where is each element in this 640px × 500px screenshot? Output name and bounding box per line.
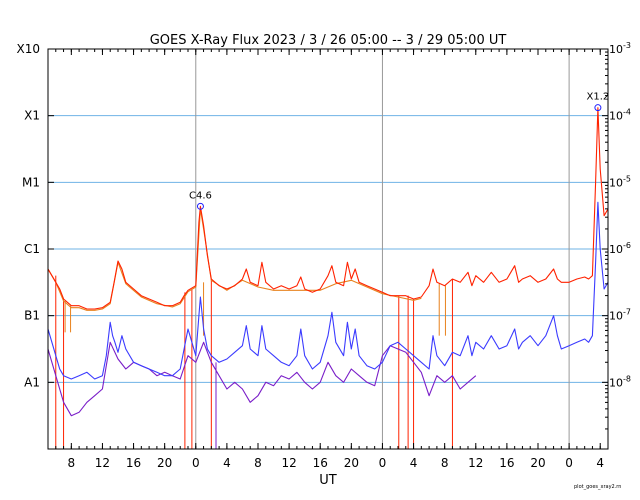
right-tick-label-5: 10-8: [609, 374, 631, 389]
series-line-3: [47, 208, 422, 311]
right-tick-label-1: 10-4: [609, 108, 631, 123]
series-line-0: [47, 107, 609, 310]
right-tick-label-2: 10-5: [609, 174, 631, 189]
flare-marker-0: [196, 202, 204, 210]
flare-label-1: X1.2: [587, 92, 610, 103]
x-tick-label-7: 12: [281, 456, 296, 470]
x-tick-label-3: 20: [157, 456, 172, 470]
right-tick-label-0: 10-3: [609, 41, 631, 56]
x-tick-label-1: 12: [95, 456, 110, 470]
x-axis-label: UT: [319, 473, 337, 488]
left-axis: X10 X1 M1 C1 B1 A1: [17, 42, 54, 389]
x-tick-label-15: 20: [530, 456, 545, 470]
x-tick-label-17: 4: [596, 456, 604, 470]
right-tick-label-4: 10-7: [609, 308, 631, 323]
flare-markers: C4.6 X1.2: [189, 92, 609, 210]
footer-label: plot_goes_xray2.rn: [574, 484, 621, 490]
left-tick-label-0: X10: [17, 42, 41, 56]
x-tick-label-5: 4: [223, 456, 231, 470]
chart-title: GOES X-Ray Flux 2023 / 3 / 26 05:00 -- 3…: [150, 33, 507, 48]
x-tick-label-2: 16: [126, 456, 141, 470]
x-tick-label-11: 4: [410, 456, 418, 470]
x-tick-label-14: 16: [499, 456, 514, 470]
flare-label-0: C4.6: [189, 190, 212, 201]
left-tick-label-4: B1: [24, 309, 40, 323]
left-tick-label-3: C1: [24, 242, 40, 256]
x-tick-label-8: 16: [313, 456, 328, 470]
flare-marker-1: [594, 104, 602, 112]
left-tick-label-5: A1: [24, 375, 40, 389]
x-tick-label-9: 20: [344, 456, 359, 470]
left-tick-label-2: M1: [22, 175, 40, 189]
series-line-2: [47, 341, 477, 417]
x-tick-label-6: 8: [254, 456, 262, 470]
grid: [48, 49, 608, 449]
x-tick-label-4: 0: [192, 456, 200, 470]
right-tick-label-3: 10-6: [609, 241, 631, 256]
x-tick-label-0: 8: [68, 456, 76, 470]
left-tick-label-1: X1: [24, 109, 40, 123]
series-line-1: [47, 201, 609, 380]
x-tick-label-12: 8: [441, 456, 449, 470]
series-group: [47, 107, 609, 449]
x-tick-label-10: 0: [379, 456, 387, 470]
right-axis: 10-3 10-4 10-5 10-6 10-7 10-8: [602, 41, 631, 430]
x-tick-label-13: 12: [468, 456, 483, 470]
x-tick-label-16: 0: [565, 456, 573, 470]
x-axis: 8 12 16 20 0 4 8 12 16 20 0 4 8 12 16 20 0 4: [55, 49, 604, 470]
